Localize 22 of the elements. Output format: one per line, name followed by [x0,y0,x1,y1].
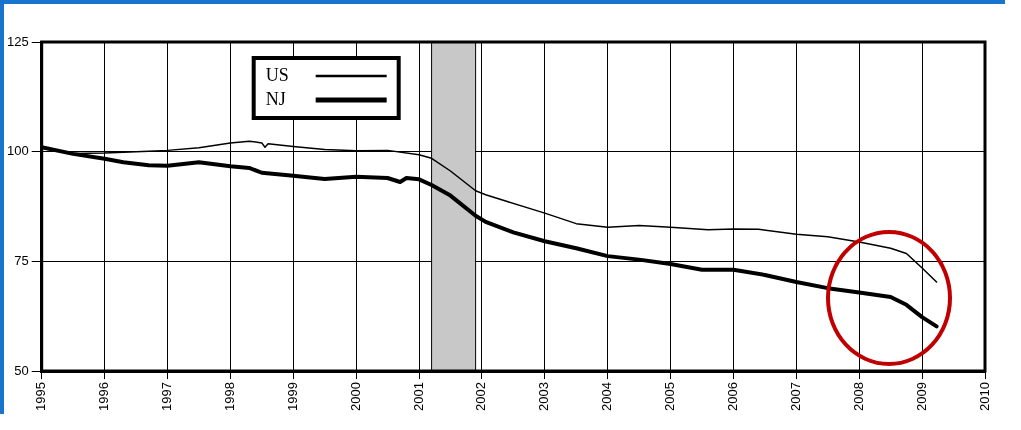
x-tick-label: 1997 [159,382,175,411]
x-tick-label: 2007 [787,382,803,411]
y-tick-label: 125 [6,33,29,49]
y-tick-label: 50 [14,362,29,378]
x-tick-label: 2004 [599,382,615,411]
x-tick-label: 1999 [284,382,300,411]
x-tick-label: 1998 [221,382,237,411]
x-tick-label: 1996 [96,382,112,411]
y-tick-label: 75 [14,252,29,268]
legend-label: US [265,64,289,85]
legend-label: NJ [265,88,286,109]
x-tick-label: 2003 [536,382,552,411]
x-tick-label: 1995 [33,382,49,411]
x-tick-label: 2008 [850,382,866,411]
x-tick-label: 2002 [473,382,489,411]
x-tick-label: 2005 [662,382,678,411]
x-tick-label: 2001 [410,382,426,411]
x-tick-label: 2010 [976,382,992,411]
x-tick-label: 2000 [347,382,363,411]
y-tick-label: 100 [6,143,29,159]
x-tick-label: 2009 [913,382,929,411]
x-tick-label: 2006 [725,382,741,411]
